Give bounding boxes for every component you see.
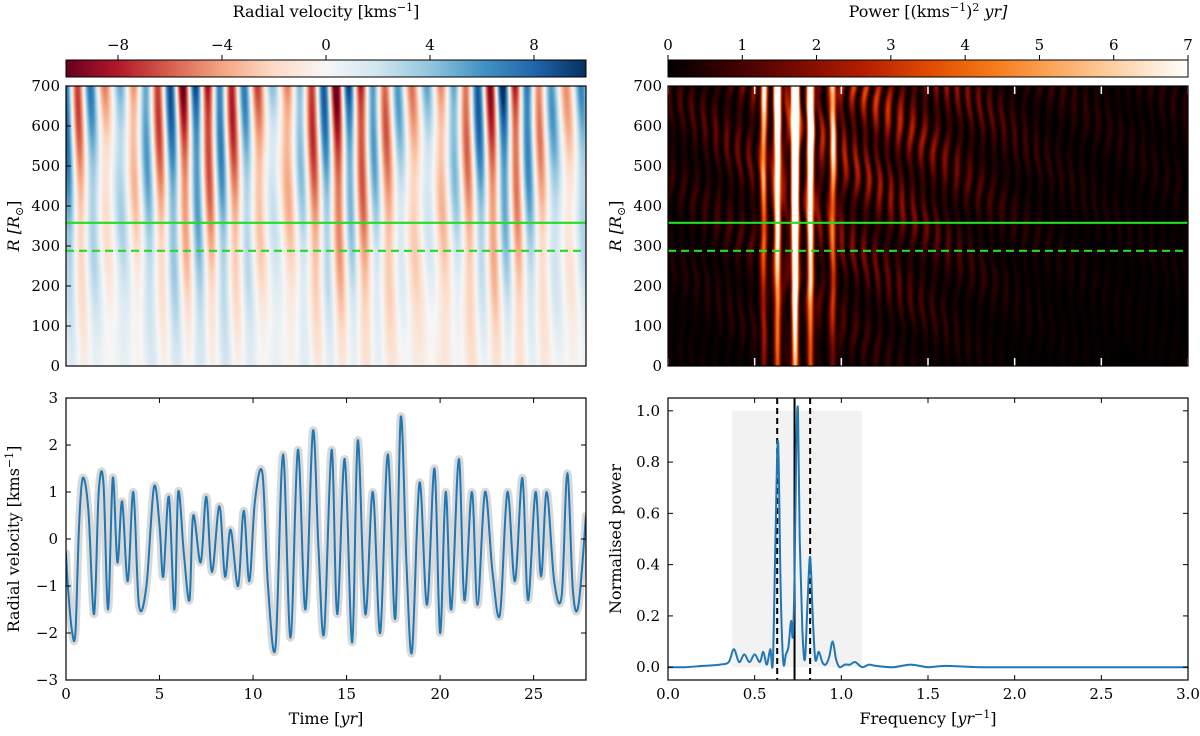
x-bottom-right-tick-label: 1.5 xyxy=(916,685,940,703)
x-bottom-right-tick-label: 3.0 xyxy=(1176,685,1200,703)
radius-marker-lines-left xyxy=(66,221,586,252)
x-ticks-bottom-left: 0 5 10 15 20 25 xyxy=(61,398,543,703)
y-top-left-tick-label: 200 xyxy=(31,277,60,295)
y-bottom-left-tick-label: 0 xyxy=(48,530,58,548)
y-ticks-top-right: 0 100 200 300 400 500 600 700 xyxy=(633,77,673,375)
velocity-heatmap xyxy=(66,86,586,366)
y-top-right-tick-label: 0 xyxy=(652,357,662,375)
y-ticks-bottom-left: −3 −2 −1 0 1 2 3 xyxy=(36,389,586,689)
y-top-left-tick-label: 100 xyxy=(31,317,60,335)
panel-power-spectrum: 0.0 0.5 1.0 1.5 2.0 2.5 3.0 0.0 0.2 0.4 0.6 0.8 1.0… xyxy=(606,397,1200,728)
y-bottom-right-tick-label: 0.6 xyxy=(636,504,660,522)
xlabel-bottom-left: Time [yr] xyxy=(289,709,364,728)
y-bottom-right-tick-label: 0.0 xyxy=(636,658,660,676)
velocity-colorbar-tick-label: 4 xyxy=(425,36,435,54)
y-bottom-left-tick-label: −3 xyxy=(36,671,58,689)
power-colorbar-tick-label: 2 xyxy=(812,36,822,54)
panel-power-map: Power [(kms−1)2 yr] 0 1 2 3 4 5 6 7 0 100 200 300 4… xyxy=(606,1,1193,375)
y-top-right-tick-label: 600 xyxy=(633,117,662,135)
x-bottom-right-tick-label: 2.5 xyxy=(1089,685,1113,703)
x-bottom-left-tick-label: 0 xyxy=(61,685,71,703)
power-colorbar-tick-label: 3 xyxy=(886,36,896,54)
power-colorbar-tick-label: 5 xyxy=(1035,36,1045,54)
y-bottom-left-tick-label: 1 xyxy=(48,483,58,501)
velocity-colorbar-tick-label: 8 xyxy=(529,36,539,54)
x-bottom-right-tick-label: 0.0 xyxy=(656,685,680,703)
colorbar-ticks-power: 0 1 2 3 4 5 6 7 xyxy=(663,36,1193,60)
power-colorbar-tick-label: 6 xyxy=(1109,36,1119,54)
ylabel-top-left: R [R⊙] xyxy=(4,201,26,253)
y-bottom-left-tick-label: 2 xyxy=(48,436,58,454)
x-bottom-left-tick-label: 15 xyxy=(337,685,356,703)
y-bottom-right-tick-label: 0.2 xyxy=(636,607,660,625)
x-bottom-left-tick-label: 10 xyxy=(244,685,263,703)
y-ticks-top-left: 0 100 200 300 400 500 600 700 xyxy=(31,77,71,375)
colorbar-velocity xyxy=(65,59,587,78)
power-colorbar-tick-label: 1 xyxy=(738,36,748,54)
velocity-colorbar-tick-label: −4 xyxy=(211,36,233,54)
x-ticks-bottom-right: 0.0 0.5 1.0 1.5 2.0 2.5 3.0 xyxy=(656,398,1200,703)
ylabel-bottom-left: Radial velocity [kms−1] xyxy=(3,446,23,633)
colorbar-ticks-velocity: −8 −4 0 4 8 xyxy=(107,36,539,60)
ylabel-bottom-right: Normalised power xyxy=(606,464,625,614)
x-bottom-left-tick-label: 25 xyxy=(524,685,543,703)
axes-frame-top-left xyxy=(65,85,587,367)
y-bottom-right-tick-label: 0.8 xyxy=(636,453,660,471)
x-bottom-left-tick-label: 20 xyxy=(431,685,450,703)
y-top-left-tick-label: 500 xyxy=(31,157,60,175)
y-top-right-tick-label: 200 xyxy=(633,277,662,295)
power-heatmap xyxy=(668,86,1188,366)
velocity-series-line xyxy=(66,415,586,655)
y-bottom-right-tick-label: 0.4 xyxy=(636,556,660,574)
y-top-right-tick-label: 300 xyxy=(633,237,662,255)
velocity-colorbar-tick-label: −8 xyxy=(107,36,129,54)
y-top-right-tick-label: 700 xyxy=(633,77,662,95)
y-top-left-tick-label: 700 xyxy=(31,77,60,95)
x-bottom-right-tick-label: 2.0 xyxy=(1003,685,1027,703)
power-colorbar-tick-label: 7 xyxy=(1183,36,1193,54)
radius-marker-lines-right xyxy=(668,221,1188,252)
y-ticks-bottom-right: 0.0 0.2 0.4 0.6 0.8 1.0 xyxy=(636,402,1188,676)
y-bottom-left-tick-label: −1 xyxy=(36,577,58,595)
colorbar-title-power: Power [(kms−1)2 yr] xyxy=(849,1,1008,21)
power-spectrum-line xyxy=(668,405,1188,669)
y-top-right-tick-label: 400 xyxy=(633,197,662,215)
y-top-right-tick-label: 100 xyxy=(633,317,662,335)
x-bottom-right-tick-label: 1.0 xyxy=(829,685,853,703)
axes-frame-top-right xyxy=(667,85,1189,367)
y-bottom-left-tick-label: −2 xyxy=(36,624,58,642)
x-bottom-right-tick-label: 0.5 xyxy=(743,685,767,703)
velocity-colorbar-tick-label: 0 xyxy=(321,36,331,54)
y-top-left-tick-label: 300 xyxy=(31,237,60,255)
ylabel-top-right: R [R⊙] xyxy=(606,201,628,253)
y-top-right-tick-label: 500 xyxy=(633,157,662,175)
y-top-left-tick-label: 600 xyxy=(31,117,60,135)
panel-velocity-time-series: 0 5 10 15 20 25 −3 −2 −1 0 1 2 3 Time [yr] Radial v… xyxy=(3,389,587,728)
y-bottom-left-tick-label: 3 xyxy=(48,389,58,407)
panel-radial-velocity-map: Radial velocity [kms−1] −8 −4 0 4 8 0 100 200 3… xyxy=(4,1,587,375)
xlabel-bottom-right: Frequency [yr−1] xyxy=(859,708,996,728)
x-bottom-left-tick-label: 5 xyxy=(155,685,165,703)
y-bottom-right-tick-label: 1.0 xyxy=(636,402,660,420)
power-colorbar-tick-label: 0 xyxy=(663,36,673,54)
colorbar-power xyxy=(667,59,1189,78)
y-top-left-tick-label: 0 xyxy=(50,357,60,375)
y-top-left-tick-label: 400 xyxy=(31,197,60,215)
power-colorbar-tick-label: 4 xyxy=(960,36,970,54)
colorbar-title-velocity: Radial velocity [kms−1] xyxy=(233,1,420,21)
